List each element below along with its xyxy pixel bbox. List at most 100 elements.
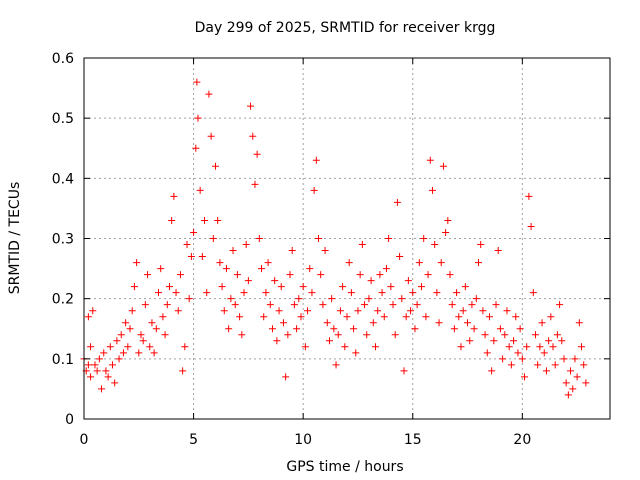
data-point — [420, 235, 428, 242]
data-point — [328, 295, 336, 303]
data-point — [150, 349, 158, 357]
data-point — [536, 343, 544, 351]
data-point — [130, 283, 138, 291]
data-point — [93, 367, 101, 375]
data-point — [91, 361, 99, 369]
data-point — [538, 319, 546, 327]
data-point — [363, 331, 371, 339]
data-point — [126, 325, 134, 333]
y-tick-label: 0.3 — [52, 232, 74, 248]
data-point — [367, 277, 375, 285]
data-point — [468, 301, 476, 309]
data-point — [499, 355, 507, 363]
data-point — [119, 349, 127, 357]
data-point — [514, 349, 522, 357]
data-point — [352, 349, 360, 357]
data-point — [431, 241, 439, 249]
data-point — [540, 349, 548, 357]
data-point — [560, 355, 568, 363]
data-point — [578, 343, 586, 351]
data-point — [251, 180, 259, 188]
data-point — [306, 265, 314, 273]
data-point — [332, 361, 340, 369]
data-point — [433, 289, 441, 297]
data-point — [212, 162, 219, 170]
data-point — [238, 331, 246, 339]
data-point — [534, 361, 542, 369]
data-point — [201, 216, 209, 224]
data-point — [459, 307, 467, 315]
data-point — [413, 301, 421, 309]
y-axis-label: SRMTID / TECUs — [7, 182, 23, 295]
data-point — [483, 349, 491, 357]
data-point — [87, 373, 95, 381]
data-point — [137, 331, 145, 339]
data-point — [179, 367, 187, 375]
data-point — [181, 343, 189, 351]
data-point — [461, 283, 469, 291]
data-point — [525, 192, 533, 200]
data-point — [244, 277, 252, 285]
data-point — [542, 367, 550, 375]
data-point — [343, 313, 351, 321]
data-point — [165, 283, 173, 291]
data-point — [446, 271, 454, 279]
data-point — [567, 367, 575, 375]
data-point — [393, 198, 401, 206]
data-point — [472, 295, 480, 303]
x-tick-label: 20 — [513, 432, 531, 448]
data-point — [111, 379, 119, 387]
data-point — [255, 235, 263, 242]
data-point — [236, 313, 244, 321]
data-point — [95, 355, 103, 363]
data-point — [387, 283, 395, 291]
data-point — [545, 337, 553, 345]
data-point — [268, 325, 276, 333]
data-point — [229, 247, 237, 255]
data-point — [341, 343, 349, 351]
data-point — [488, 367, 496, 375]
data-point — [527, 222, 535, 230]
data-point — [308, 289, 316, 297]
data-point — [275, 307, 283, 315]
data-point — [334, 331, 342, 339]
data-point — [475, 259, 482, 267]
data-point — [562, 379, 570, 387]
data-point — [301, 343, 309, 351]
data-point — [115, 355, 123, 363]
data-point — [369, 319, 377, 327]
data-point — [347, 289, 355, 297]
data-point — [157, 265, 165, 273]
data-point — [371, 343, 379, 351]
data-point — [411, 325, 419, 333]
data-point — [286, 271, 294, 279]
data-point — [444, 216, 452, 224]
data-point — [124, 343, 132, 351]
data-point — [113, 337, 121, 345]
data-point — [361, 301, 369, 309]
data-point — [170, 192, 178, 200]
data-point — [365, 295, 373, 303]
data-point — [510, 337, 518, 345]
chart-title: Day 299 of 2025, SRMTID for receiver krg… — [195, 20, 496, 36]
data-point — [330, 325, 338, 333]
data-point — [174, 307, 182, 315]
data-point — [516, 325, 524, 333]
data-point — [422, 313, 430, 321]
data-point — [258, 265, 266, 273]
x-tick-label: 0 — [80, 432, 89, 448]
data-point — [293, 325, 301, 333]
data-point — [448, 301, 456, 309]
data-point — [141, 301, 149, 309]
data-point — [356, 271, 364, 279]
data-point — [176, 271, 184, 279]
data-point — [312, 156, 320, 164]
data-point — [214, 216, 222, 224]
y-tick-label: 0.2 — [52, 292, 74, 308]
data-point — [523, 343, 531, 351]
data-point — [218, 283, 226, 291]
data-point — [339, 283, 347, 291]
data-point — [345, 259, 353, 267]
